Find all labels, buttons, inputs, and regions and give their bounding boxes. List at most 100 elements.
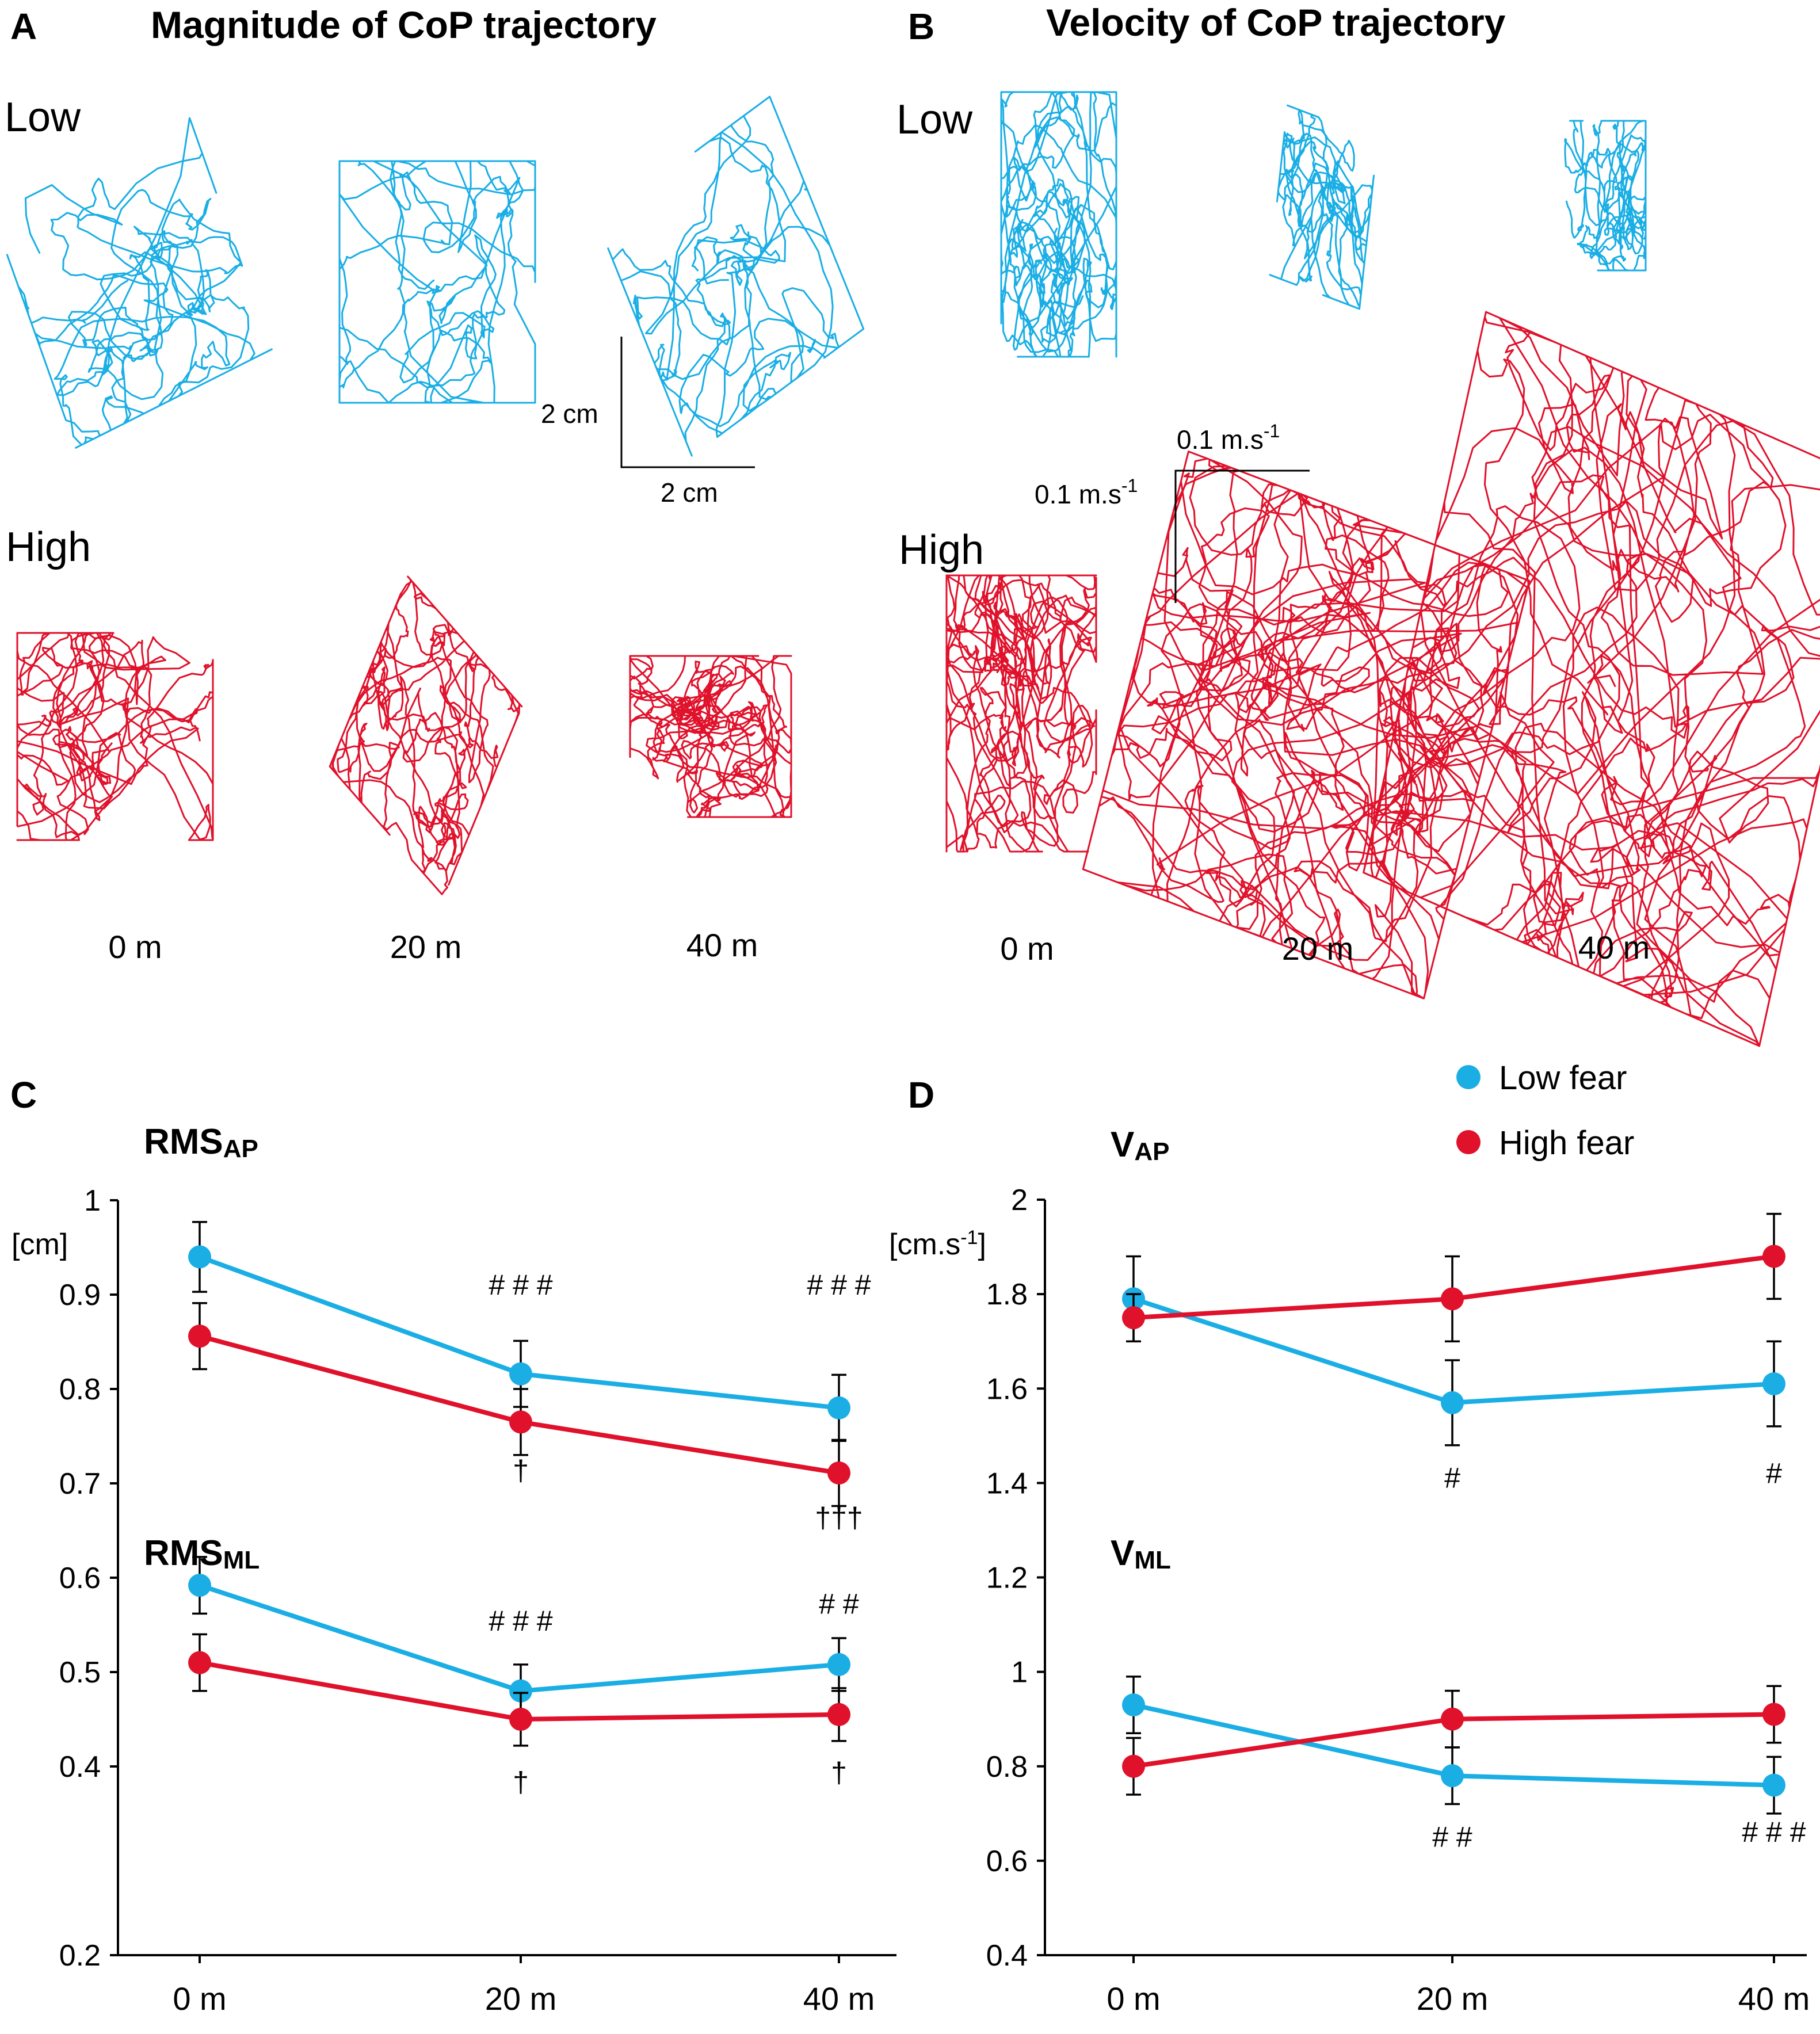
- trace-a-low-0m: [6, 117, 273, 449]
- panel-b-scale-v-label: 0.1 m.s-1: [1035, 475, 1138, 509]
- data-point: [827, 1461, 850, 1485]
- y-tick-label: 0.8: [59, 1373, 101, 1406]
- trace-b-high-20m: [1082, 451, 1531, 999]
- data-point: [1122, 1306, 1145, 1330]
- trace-b-low-20m: [1269, 104, 1375, 310]
- series-group-title: RMSAP: [144, 1122, 258, 1163]
- data-point: [188, 1245, 211, 1269]
- series-group-title: RMSML: [144, 1533, 260, 1574]
- y-tick-label: 0.2: [59, 1939, 101, 1972]
- legend-high-label: High fear: [1499, 1124, 1634, 1162]
- series-line: [199, 1583, 840, 1693]
- data-point: [188, 1574, 211, 1597]
- panel-a-scale-v-label: 2 cm: [541, 399, 598, 429]
- panel-a-xlabel-2: 40 m: [686, 927, 758, 963]
- axis-lines: [117, 1200, 896, 1956]
- y-tick-label: 2: [1011, 1184, 1028, 1217]
- panel-a-xlabel-0: 0 m: [108, 929, 162, 965]
- y-tick-label: 0.9: [59, 1279, 101, 1312]
- series-group-title: VAP: [1111, 1125, 1169, 1166]
- y-tick-label: 0.4: [986, 1939, 1028, 1972]
- data-point: [827, 1703, 850, 1726]
- panel-a-title: Magnitude of CoP trajectory: [151, 3, 657, 46]
- y-tick-label: 1: [1011, 1656, 1028, 1689]
- panel-b-scale-bar: 0.1 m.s-1 0.1 m.s-1: [1035, 421, 1310, 603]
- panel-b-xlabel-1: 20 m: [1282, 930, 1354, 967]
- panel-b-letter: B: [908, 6, 934, 47]
- data-point: [1762, 1245, 1785, 1268]
- data-point: [1441, 1287, 1464, 1311]
- data-point: [509, 1679, 532, 1703]
- panel-b-high-label: High: [899, 527, 984, 573]
- y-axis-label: [cm.s-1]: [889, 1227, 986, 1261]
- data-point: [1122, 1754, 1145, 1778]
- y-tick-label: 0.6: [986, 1845, 1028, 1878]
- panel-a-low-label: Low: [5, 94, 81, 140]
- y-tick-label: 1.2: [986, 1562, 1028, 1595]
- significance-marker: †: [513, 1455, 529, 1487]
- y-tick-label: 1.4: [986, 1467, 1028, 1500]
- significance-marker: # # #: [489, 1605, 552, 1637]
- y-tick-label: 0.8: [986, 1750, 1028, 1784]
- x-tick-label: 40 m: [803, 1980, 875, 2017]
- panel-a-xlabel-1: 20 m: [390, 929, 462, 965]
- panel-b-title: Velocity of CoP trajectory: [1046, 1, 1506, 44]
- data-point: [1762, 1773, 1785, 1797]
- trace-a-high-0m: [16, 632, 214, 841]
- y-tick-label: 0.4: [59, 1750, 101, 1784]
- significance-marker: # # #: [489, 1269, 552, 1301]
- data-point: [1762, 1703, 1785, 1726]
- significance-marker: # # #: [807, 1269, 871, 1301]
- panel-a-scale-h-label: 2 cm: [661, 478, 718, 507]
- y-tick-label: 1.8: [986, 1278, 1028, 1311]
- y-tick-label: 1: [84, 1184, 101, 1218]
- panel-b-xlabel-2: 40 m: [1578, 929, 1650, 966]
- significance-marker: # # #: [1742, 1816, 1806, 1848]
- trace-b-low-0m: [1000, 91, 1117, 358]
- x-tick-label: 40 m: [1738, 1980, 1810, 2017]
- y-tick-label: 1.6: [986, 1372, 1028, 1406]
- trace-b-low-40m: [1564, 120, 1647, 272]
- data-point: [1441, 1707, 1464, 1731]
- legend-high-marker: [1456, 1130, 1481, 1154]
- significance-marker: †††: [815, 1502, 863, 1534]
- legend: Low fear High fear: [1456, 1059, 1634, 1162]
- panel-d-letter: D: [908, 1074, 934, 1116]
- panel-a-high-label: High: [6, 524, 91, 570]
- series-line: [199, 1334, 840, 1475]
- data-point: [1762, 1372, 1785, 1396]
- panel-b-low-label: Low: [896, 97, 973, 143]
- trace-a-high-20m: [329, 575, 523, 895]
- trace-a-low-20m: [338, 160, 536, 404]
- series-line: [1132, 1296, 1775, 1405]
- significance-marker: †: [831, 1757, 847, 1789]
- data-point: [827, 1653, 850, 1676]
- axis-lines: [1044, 1200, 1807, 1956]
- y-tick-label: 0.7: [59, 1467, 101, 1501]
- x-tick-label: 20 m: [485, 1980, 557, 2017]
- chart-d: 0.40.60.811.21.41.61.820 m 20 m 40 m[cm.s-…: [889, 1125, 1810, 2017]
- data-point: [509, 1708, 532, 1731]
- y-tick-label: 0.6: [59, 1562, 101, 1595]
- chart-c: 0.2 0.4 0.5 0.6 0.7 0.8 0.9 1 0 m 20 m 40 m [cm] RMS…: [12, 1122, 896, 2017]
- x-tick-label: 20 m: [1417, 1980, 1489, 2017]
- trace-b-high-0m: [945, 574, 1097, 853]
- panel-a-letter: A: [10, 6, 37, 47]
- panel-a-traces: [6, 96, 865, 895]
- trace-b-high-40m: [1363, 311, 1820, 1047]
- significance-marker: # #: [819, 1587, 859, 1620]
- significance-marker: #: [1444, 1462, 1460, 1494]
- legend-low-label: Low fear: [1499, 1059, 1627, 1097]
- trace-a-high-40m: [629, 655, 792, 818]
- data-point: [827, 1396, 850, 1419]
- panel-b-xlabel-0: 0 m: [1000, 930, 1054, 967]
- data-point: [188, 1325, 211, 1348]
- data-point: [509, 1410, 532, 1434]
- x-tick-label: 0 m: [1107, 1980, 1160, 2017]
- data-point: [1441, 1391, 1464, 1414]
- significance-marker: # #: [1432, 1821, 1472, 1853]
- data-point: [188, 1651, 211, 1674]
- series-group-title: VML: [1111, 1533, 1171, 1574]
- y-axis-label: [cm]: [12, 1228, 68, 1261]
